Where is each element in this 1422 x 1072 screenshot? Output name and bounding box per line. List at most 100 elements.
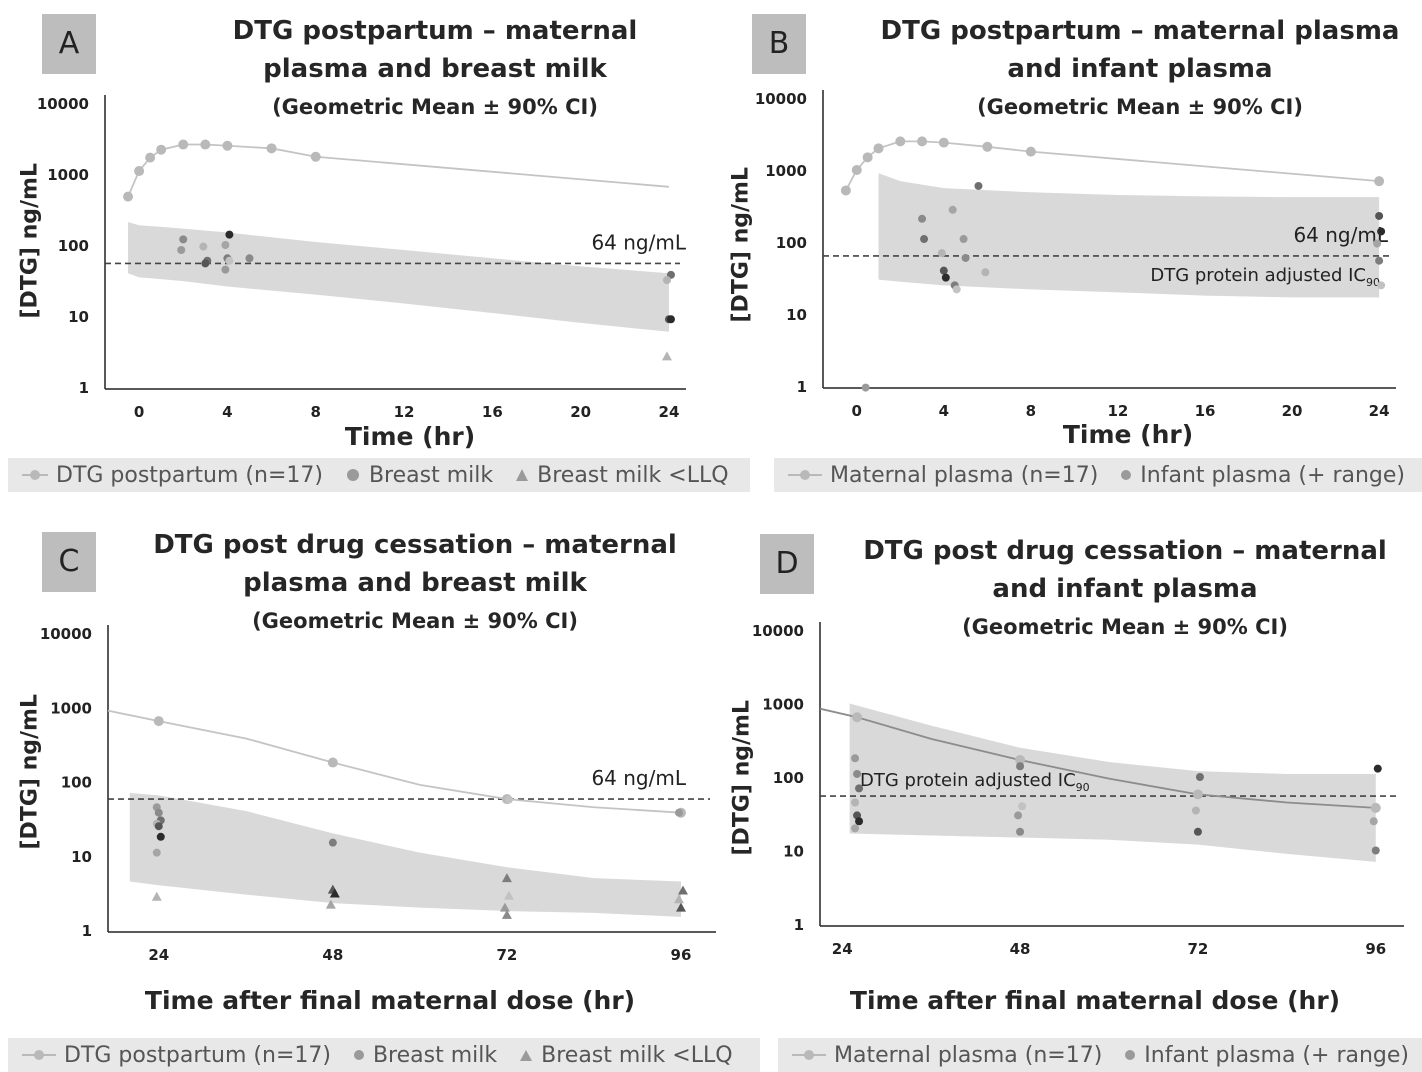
mean-point (873, 143, 884, 154)
y-tick-label: 100 (776, 234, 807, 252)
breast-milk-point (154, 808, 163, 817)
mean-point (1374, 176, 1385, 187)
y-tick-label: 1000 (762, 696, 804, 714)
infant-plasma-point (1193, 827, 1202, 836)
reference-label: 64 ng/mL (1293, 223, 1388, 247)
y-tick-label: 100 (58, 237, 89, 255)
breast-milk-point (199, 242, 208, 251)
x-tick-label: 4 (222, 403, 232, 421)
y-tick-label: 10000 (752, 622, 804, 640)
breast-milk-point (179, 235, 188, 244)
panel-a: A DTG postpartum – maternal plasma and b… (0, 0, 750, 500)
infant-plasma-point (1373, 239, 1382, 248)
llq-point (675, 902, 686, 912)
llq-point (329, 888, 340, 898)
y-tick-label: 10000 (40, 625, 92, 643)
infant-plasma-point (1191, 806, 1200, 815)
infant-plasma-point (1375, 256, 1384, 265)
mean-point (982, 141, 993, 152)
legend-item-line: DTG postpartum (n=17) (22, 463, 323, 488)
llq-point (151, 891, 162, 901)
mean-point (1015, 755, 1026, 766)
y-axis-label: [DTG] ng/mL (729, 700, 755, 856)
mean-point (134, 166, 145, 177)
breast-milk-point (666, 315, 675, 324)
ci-band (129, 793, 681, 917)
y-tick-label: 1000 (50, 699, 92, 717)
llq-point (501, 873, 512, 883)
y-tick-label: 10000 (37, 95, 89, 113)
ci-band (878, 173, 1380, 298)
legend-item-circle: Infant plasma (+ range) (1124, 1043, 1409, 1068)
chart-title: DTG postpartum – maternal plasma and inf… (880, 12, 1400, 126)
ci-band (849, 703, 1376, 862)
infant-plasma-point (1014, 811, 1023, 820)
x-tick-label: 0 (134, 403, 144, 421)
x-tick-label: 24 (1369, 402, 1390, 420)
infant-plasma-point (920, 235, 929, 244)
legend-item-line: Maternal plasma (n=17) (792, 1043, 1102, 1068)
infant-plasma-point (1369, 817, 1378, 826)
mean-point (178, 139, 189, 150)
mean-point (222, 140, 233, 151)
mean-point (917, 136, 928, 147)
mean-line (127, 143, 670, 197)
infant-plasma-point (974, 181, 983, 190)
y-tick-label: 100 (773, 769, 804, 787)
reference-label: 64 ng/mL (591, 766, 686, 790)
infant-plasma-point (861, 383, 870, 392)
llq-point (499, 902, 510, 912)
y-tick-label: 1000 (47, 166, 89, 184)
infant-plasma-point (855, 817, 864, 826)
mean-point (123, 191, 134, 202)
legend-item-circle: Breast milk (353, 1043, 497, 1068)
panel-d: D DTG post drug cessation – maternal and… (710, 520, 1422, 1072)
panel-letter: D (760, 534, 814, 594)
infant-plasma-point (981, 268, 990, 277)
ic90-annotation: DTG protein adjusted IC90 (860, 770, 1090, 794)
breast-milk-point (177, 246, 186, 255)
reference-label: 64 ng/mL (591, 230, 686, 254)
infant-plasma-point (937, 249, 946, 258)
mean-point (310, 151, 321, 162)
x-axis-label: Time after final maternal dose (hr) (144, 986, 636, 1015)
x-tick-label: 96 (671, 946, 692, 964)
infant-plasma-point (1195, 773, 1204, 781)
breast-milk-point (221, 241, 230, 249)
infant-plasma-point (851, 798, 860, 807)
mean-line (819, 707, 1376, 809)
legend-circle-icon (346, 469, 359, 481)
llq-point (503, 890, 514, 900)
breast-milk-point (225, 230, 234, 239)
chart-subtitle: (Geometric Mean ± 90% CI) (252, 609, 578, 633)
mean-line (107, 709, 682, 814)
mean-point (938, 137, 949, 148)
mean-point (895, 136, 906, 147)
x-tick-label: 72 (496, 946, 517, 964)
infant-plasma-point (941, 273, 950, 282)
mean-point (1370, 802, 1381, 813)
legend-item-triangle: Breast milk <LLQ (519, 1043, 733, 1068)
mean-point (327, 757, 338, 768)
breast-milk-point (221, 265, 230, 274)
infant-plasma-point (851, 824, 860, 833)
x-tick-label: 12 (394, 403, 415, 421)
legend: DTG postpartum (n=17) Breast milk Breast… (8, 1038, 760, 1072)
chart-subtitle: (Geometric Mean ± 90% CI) (962, 615, 1288, 639)
legend-circle-icon (1125, 1050, 1136, 1060)
chart-plot: 1 10 100 1000 10000 24 48 72 96 DTG protein adjus… (752, 622, 1404, 958)
legend-item-circle: Infant plasma (+ range) (1120, 463, 1405, 488)
legend: Maternal plasma (n=17) Infant plasma (+ … (778, 1038, 1422, 1072)
chart-plot: 1 10 100 1000 10000 24 48 72 96 64 ng/mL (40, 625, 716, 964)
ic90-annotation: DTG protein adjusted IC90 (1150, 265, 1380, 289)
y-axis-label: [DTG] ng/mL (17, 163, 43, 319)
infant-plasma-point (1377, 281, 1386, 290)
x-tick-label: 12 (1108, 402, 1129, 420)
x-axis-label: Time after final maternal dose (hr) (849, 986, 1341, 1015)
mean-point (1192, 789, 1203, 800)
llq-point (501, 909, 512, 919)
panel-letter: B (752, 14, 806, 74)
legend-triangle-icon (516, 469, 529, 481)
infant-plasma-point (1018, 802, 1027, 811)
legend-item-line: Maternal plasma (n=17) (788, 463, 1098, 488)
